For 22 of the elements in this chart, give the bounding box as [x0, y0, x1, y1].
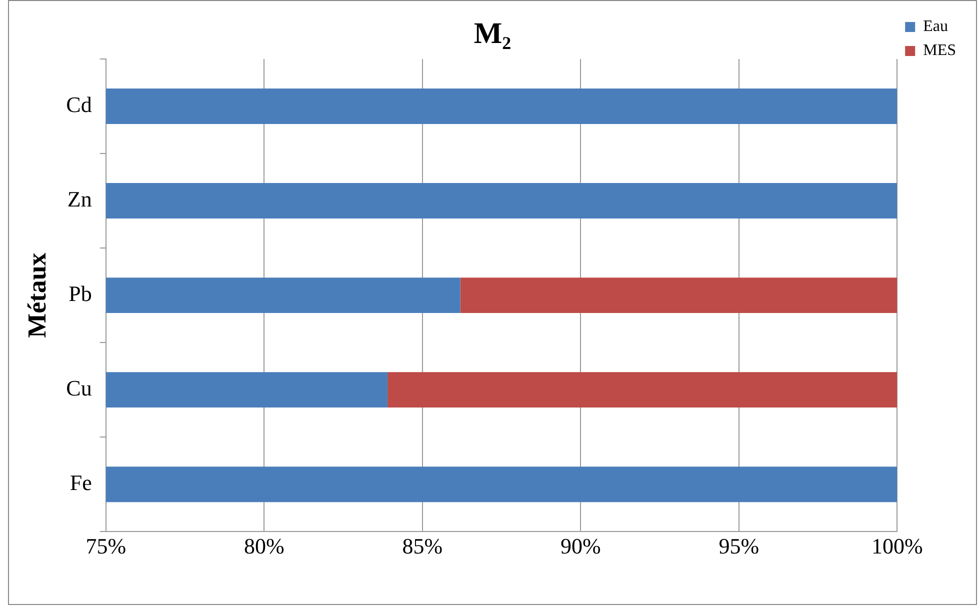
bar: [106, 88, 898, 124]
legend-label: MES: [923, 42, 956, 60]
y-tick-label: Fe: [70, 470, 92, 496]
bar: [106, 278, 460, 314]
x-tick-label: 90%: [560, 534, 601, 559]
x-tick-label: 85%: [402, 534, 443, 559]
x-tick-label: 100%: [871, 534, 923, 559]
bar: [106, 466, 898, 502]
y-tick-label: Cd: [66, 92, 92, 118]
y-tick-label: Zn: [67, 186, 92, 212]
bar: [106, 183, 898, 219]
bar: [460, 278, 898, 314]
x-tick-label: 95%: [718, 534, 760, 559]
x-tick-label: 75%: [86, 534, 126, 559]
y-tick-label: Cu: [66, 376, 92, 401]
x-tick-label: 80%: [244, 534, 284, 559]
bar: [388, 372, 898, 408]
legend-label: Eau: [923, 18, 948, 36]
y-tick-label: Pb: [68, 281, 92, 306]
y-axis-title: Métaux: [22, 252, 52, 338]
chart-title: M₂: [474, 16, 512, 50]
bar: [106, 372, 388, 408]
